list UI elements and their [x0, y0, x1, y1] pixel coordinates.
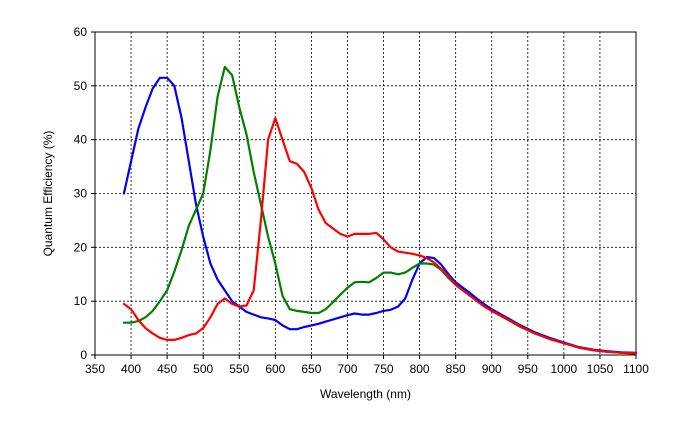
x-tick-label: 400 [121, 362, 141, 376]
x-tick-label: 950 [518, 362, 538, 376]
x-tick-label: 700 [337, 362, 357, 376]
series-line-2 [122, 65, 638, 355]
x-tick-label: 500 [193, 362, 213, 376]
series-layer [122, 65, 638, 355]
y-tick-label: 30 [74, 187, 88, 201]
x-tick-label: 800 [410, 362, 430, 376]
y-axis-title: Quantum Efficiency (%) [41, 131, 55, 257]
x-tick-label: 750 [374, 362, 394, 376]
y-tick-label: 0 [80, 348, 87, 362]
x-tick-label: 1100 [623, 362, 649, 376]
y-tick-label: 60 [74, 25, 88, 39]
x-tick-label: 550 [229, 362, 249, 376]
series-line-3 [122, 117, 638, 355]
grid [95, 32, 636, 355]
y-tick-label: 50 [74, 79, 88, 93]
x-tick-label: 350 [85, 362, 105, 376]
y-tick-label: 40 [74, 133, 88, 147]
y-tick-label: 20 [74, 240, 88, 254]
x-tick-label: 1050 [587, 362, 614, 376]
x-tick-label: 600 [265, 362, 285, 376]
x-axis-ticks: 350 400 450 500 550 600 650 700 750 800 850 900 950 1… [85, 355, 649, 376]
x-axis-title: Wavelength (nm) [320, 387, 411, 401]
series-line-1 [122, 76, 638, 354]
x-tick-label: 850 [446, 362, 466, 376]
x-tick-label: 650 [301, 362, 321, 376]
x-tick-label: 1000 [551, 362, 578, 376]
x-tick-label: 450 [157, 362, 177, 376]
y-tick-label: 10 [74, 294, 88, 308]
y-axis-ticks: 0 10 20 30 40 50 60 [74, 25, 95, 362]
x-tick-label: 900 [482, 362, 502, 376]
